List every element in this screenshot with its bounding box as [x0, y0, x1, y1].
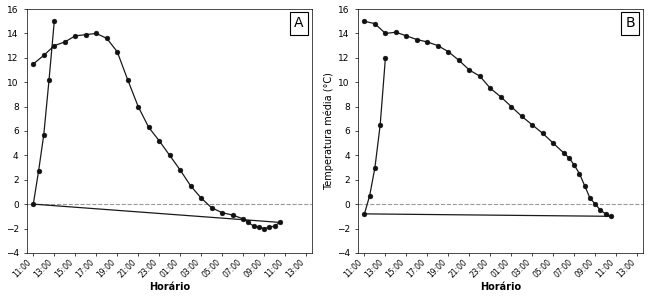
Text: A: A [294, 16, 304, 30]
Y-axis label: Temperatura média (°C): Temperatura média (°C) [323, 72, 334, 190]
Text: B: B [625, 16, 635, 30]
X-axis label: Horário: Horário [149, 283, 190, 292]
X-axis label: Horário: Horário [480, 283, 521, 292]
